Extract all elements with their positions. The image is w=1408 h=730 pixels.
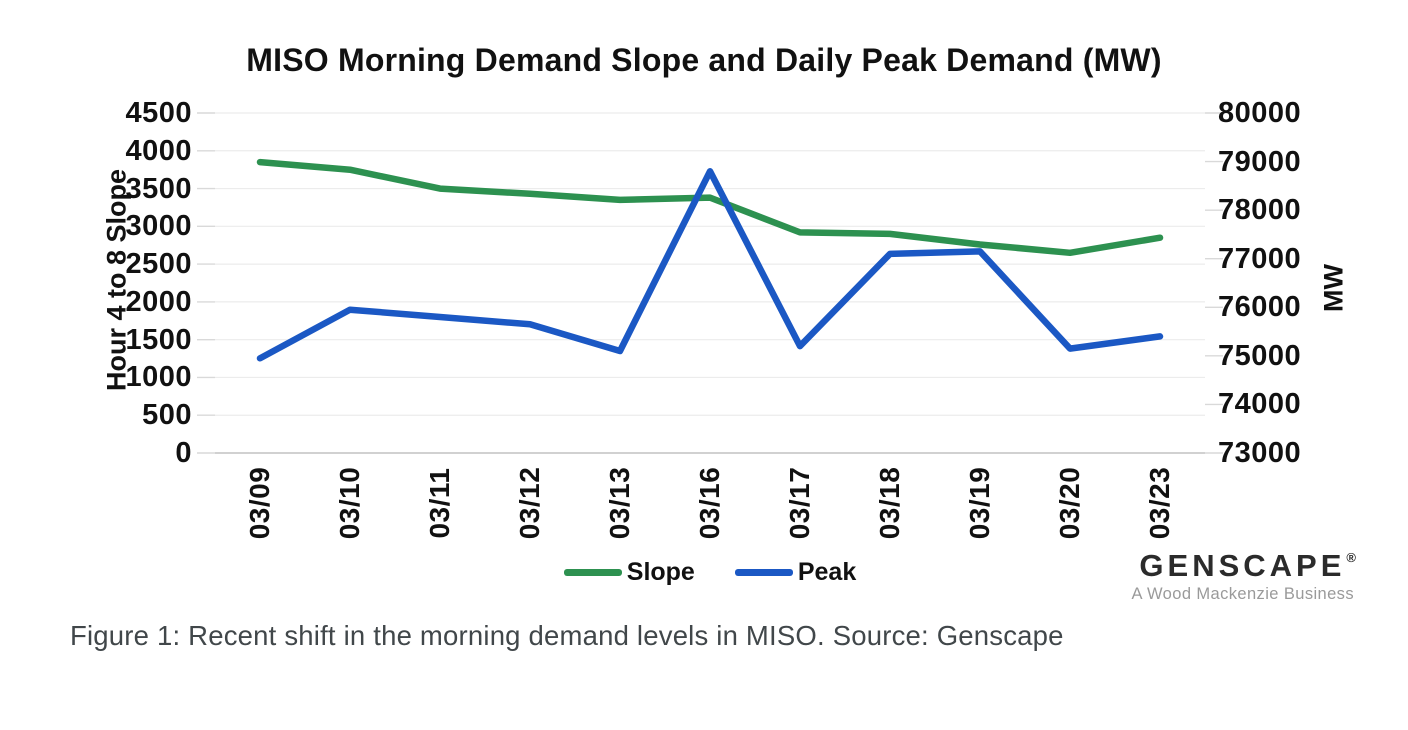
slope-line xyxy=(256,158,1164,257)
right-axis-tick-label: 78000 xyxy=(1218,194,1302,227)
left-axis-tick-label: 4000 xyxy=(125,134,192,167)
x-axis-tick-label: 03/11 xyxy=(424,467,455,539)
genscape-logo-tagline: A Wood Mackenzie Business xyxy=(1131,585,1354,603)
x-axis-tick-label: 03/12 xyxy=(514,466,545,540)
x-axis-tick-label: 03/19 xyxy=(964,466,995,540)
registered-trademark-symbol: ® xyxy=(1346,550,1356,565)
x-axis-tick-label: 03/23 xyxy=(1144,466,1175,540)
right-axis-tick-label: 77000 xyxy=(1218,242,1302,275)
left-axis-tick-label: 0 xyxy=(175,437,192,469)
left-axis-tick-label: 2500 xyxy=(125,248,192,281)
x-axis-tick-label: 03/09 xyxy=(244,466,275,540)
legend-item-peak: Peak xyxy=(734,558,857,587)
peak-line-swatch xyxy=(734,569,793,576)
legend-item-slope: Slope xyxy=(563,558,695,587)
right-axis-tick-label: 74000 xyxy=(1218,388,1302,421)
right-axis-tick-label: 79000 xyxy=(1218,145,1302,178)
left-axis-tick-label: 1500 xyxy=(125,323,192,356)
genscape-logo-text: GENSCAPE xyxy=(1139,548,1346,583)
x-axis-tick-label: 03/20 xyxy=(1054,466,1085,540)
legend-label-peak: Peak xyxy=(797,558,857,586)
slope-line-swatch xyxy=(563,569,622,576)
x-axis-tick-label: 03/16 xyxy=(694,466,725,540)
right-axis-tick-label: 75000 xyxy=(1218,339,1302,372)
plot-area xyxy=(197,112,1223,454)
left-axis-tick-label: 500 xyxy=(142,399,192,432)
x-axis-tick-label: 03/13 xyxy=(604,466,635,540)
left-axis-tick-label: 4500 xyxy=(125,97,192,129)
legend-label-slope: Slope xyxy=(626,558,695,586)
peak-line xyxy=(256,168,1164,362)
right-axis-tick-label: 76000 xyxy=(1218,291,1302,324)
right-axis-title: MW xyxy=(1318,264,1349,312)
x-axis-tick-label: 03/17 xyxy=(784,466,815,540)
left-axis-tick-label: 3500 xyxy=(125,172,192,205)
left-axis-tick-label: 3000 xyxy=(125,210,192,243)
genscape-logo: GENSCAPE® A Wood Mackenzie Business xyxy=(1132,541,1356,604)
chart-title: MISO Morning Demand Slope and Daily Peak… xyxy=(246,42,1162,78)
right-axis-tick-label: 80000 xyxy=(1218,97,1302,129)
genscape-logo-wordmark: GENSCAPE® xyxy=(1139,541,1356,583)
figure-caption: Figure 1: Recent shift in the morning de… xyxy=(70,620,1064,651)
chart-legend: Slope Peak xyxy=(215,558,1205,587)
x-axis-tick-label: 03/10 xyxy=(334,466,365,540)
x-axis-tick-label: 03/18 xyxy=(874,466,905,540)
right-axis-tick-label: 73000 xyxy=(1218,437,1302,469)
left-axis-tick-label: 1000 xyxy=(125,361,192,394)
left-axis-tick-label: 2000 xyxy=(125,285,192,318)
